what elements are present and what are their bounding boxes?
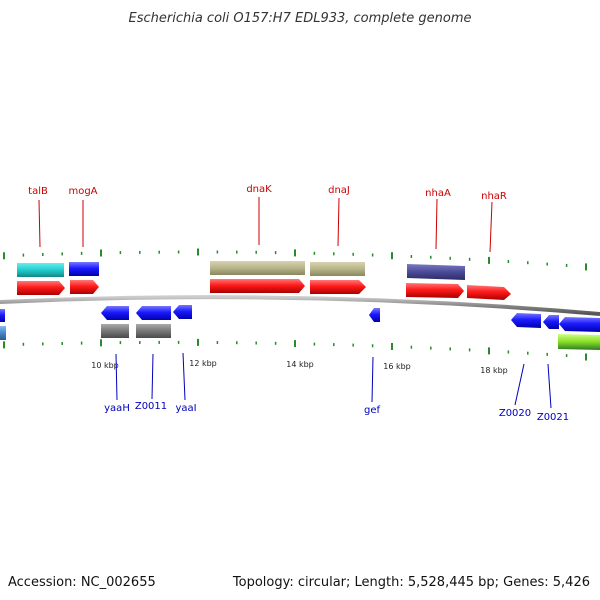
reverse-strand-row <box>0 305 600 332</box>
label-yaaH[interactable]: yaaH <box>104 403 130 414</box>
feature-left-edge-steel[interactable] <box>0 326 6 340</box>
label-Z0020[interactable]: Z0020 <box>499 408 531 419</box>
label-nhaA[interactable]: nhaA <box>425 188 451 199</box>
feature-nhaA[interactable] <box>407 264 465 280</box>
gene-arrow-nhaR[interactable] <box>467 285 511 300</box>
label-nhaR[interactable]: nhaR <box>481 191 507 202</box>
gene-arrow-Z0011[interactable] <box>136 306 171 320</box>
scale-labels: 10 kbp 12 kbp 14 kbp 16 kbp 18 kbp <box>91 359 508 375</box>
leader-gef <box>371 356 374 403</box>
gene-arrow-yaaH[interactable] <box>101 306 129 320</box>
scale-label-14kbp: 14 kbp <box>286 360 314 369</box>
feature-yaaH-gray[interactable] <box>101 324 129 338</box>
label-dnaJ[interactable]: dnaJ <box>328 185 350 196</box>
gene-arrow-mogA[interactable] <box>70 280 99 294</box>
label-talB[interactable]: talB <box>28 186 48 197</box>
feature-talB[interactable] <box>17 263 64 277</box>
gene-arrow-Z0021[interactable] <box>543 315 559 329</box>
gene-arrow-dnaK[interactable] <box>210 279 305 293</box>
label-yaaI[interactable]: yaaI <box>175 403 196 414</box>
map-title: Escherichia coli O157:H7 EDL933, complet… <box>129 11 472 26</box>
feature-Z0011-gray[interactable] <box>136 324 171 338</box>
lower-feature-row <box>0 324 600 350</box>
upper-feature-row <box>17 261 465 280</box>
label-gef[interactable]: gef <box>364 405 381 416</box>
gene-arrow-right-edge[interactable] <box>559 317 600 332</box>
scale-label-10kbp: 10 kbp <box>91 361 119 370</box>
gene-arrow-nhaA[interactable] <box>406 283 464 298</box>
feature-mogA[interactable] <box>69 262 99 276</box>
gene-arrow-yaaI[interactable] <box>173 305 192 319</box>
leader-dnaJ <box>337 197 340 247</box>
gene-arrow-left-edge[interactable] <box>0 309 5 322</box>
gene-arrow-dnaJ[interactable] <box>310 280 366 294</box>
feature-dnaK[interactable] <box>210 261 305 275</box>
genome-backbone <box>0 295 600 316</box>
tick-ring-inner <box>3 338 587 361</box>
feature-right-edge-green[interactable] <box>558 334 600 350</box>
bottom-gene-labels: yaaH Z0011 yaaI gef Z0020 Z0021 <box>104 352 569 423</box>
label-Z0011[interactable]: Z0011 <box>135 401 167 412</box>
label-dnaK[interactable]: dnaK <box>246 184 272 195</box>
feature-dnaJ[interactable] <box>310 262 365 276</box>
leader-Z0011 <box>151 353 154 400</box>
scale-label-16kbp: 16 kbp <box>383 362 411 371</box>
scale-label-12kbp: 12 kbp <box>189 359 217 368</box>
tick-ring-outer <box>3 248 587 271</box>
gene-arrow-talB[interactable] <box>17 281 65 295</box>
leader-yaaI <box>182 352 186 401</box>
label-Z0021[interactable]: Z0021 <box>537 412 569 423</box>
leader-talB <box>38 199 41 248</box>
leader-nhaA <box>435 198 438 250</box>
gene-arrow-Z0020[interactable] <box>511 313 541 328</box>
leader-Z0021 <box>547 363 552 409</box>
gene-arrow-gef[interactable] <box>369 308 380 322</box>
forward-strand-row <box>17 279 511 300</box>
accession-text: Accession: NC_002655 <box>8 575 156 590</box>
leader-Z0020 <box>514 363 525 406</box>
scale-label-18kbp: 18 kbp <box>480 366 508 375</box>
leader-nhaR <box>489 201 493 253</box>
label-mogA[interactable]: mogA <box>68 186 97 197</box>
leader-yaaH <box>115 353 118 401</box>
genome-summary-text: Topology: circular; Length: 5,528,445 bp… <box>232 575 590 590</box>
top-gene-labels: talB mogA dnaK dnaJ nhaA nhaR <box>28 184 507 253</box>
